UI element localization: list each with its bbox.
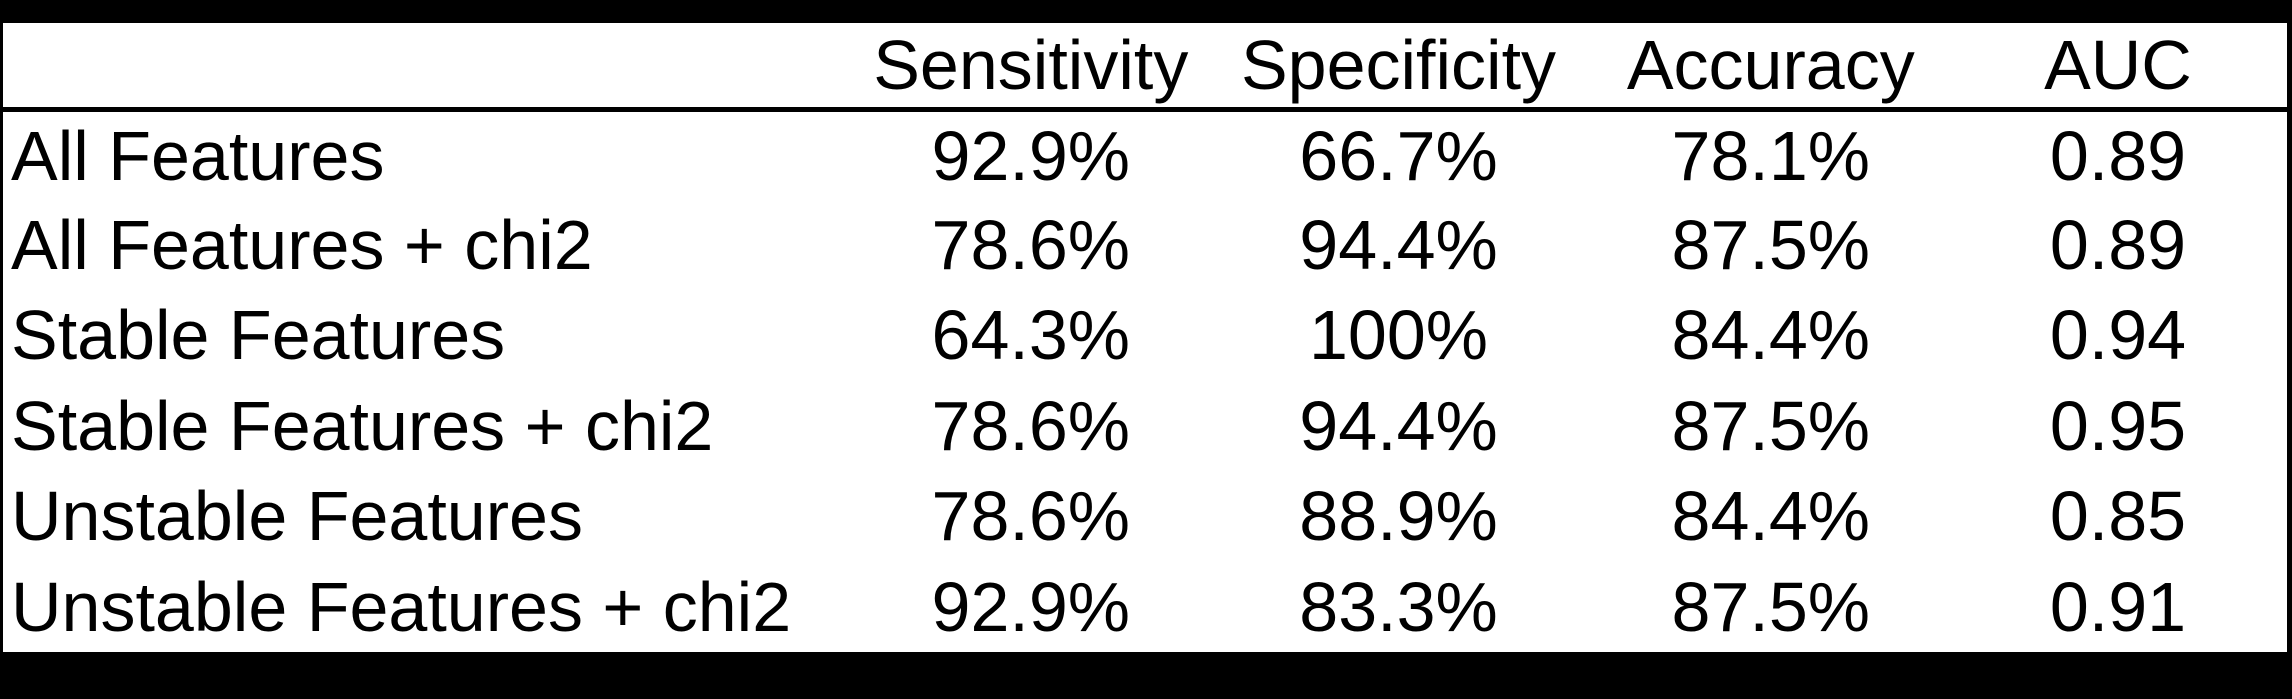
table-row: Unstable Features 78.6% 88.9% 84.4% 0.85 [3, 471, 2287, 562]
specificity-cell: 94.4% [1299, 205, 1498, 284]
auc-cell: 0.89 [2049, 116, 2187, 195]
sensitivity-cell: 78.6% [931, 205, 1131, 284]
sensitivity-cell: 92.9% [931, 116, 1131, 195]
auc-cell: 0.89 [2049, 205, 2187, 284]
table-row: Unstable Features + chi2 92.9% 83.3% 87.… [3, 562, 2287, 653]
row-label-cell: All Features + chi2 [11, 205, 593, 284]
auc-cell: 0.94 [2049, 296, 2187, 375]
specificity-cell: 66.7% [1299, 116, 1498, 195]
accuracy-cell: 87.5% [1671, 205, 1871, 284]
row-label-cell: Stable Features [11, 296, 506, 375]
specificity-cell: 83.3% [1299, 567, 1498, 646]
row-label-cell: Unstable Features + chi2 [11, 567, 792, 646]
specificity-cell: 94.4% [1299, 386, 1498, 465]
sensitivity-cell: 78.6% [931, 477, 1131, 556]
accuracy-cell: 84.4% [1671, 296, 1871, 375]
auc-cell: 0.91 [2049, 567, 2187, 646]
sensitivity-cell: 78.6% [931, 386, 1131, 465]
row-label-cell: All Features [11, 116, 385, 195]
specificity-cell: 100% [1308, 296, 1489, 375]
column-header-sensitivity: Sensitivity [857, 23, 1205, 112]
auc-cell: 0.85 [2049, 477, 2187, 556]
accuracy-cell: 87.5% [1671, 386, 1871, 465]
metrics-table: Sensitivity Specificity Accuracy AUC All… [3, 23, 2287, 652]
accuracy-cell: 78.1% [1671, 116, 1871, 195]
sensitivity-cell: 92.9% [931, 567, 1131, 646]
accuracy-cell: 87.5% [1671, 567, 1871, 646]
table-row: All Features 92.9% 66.7% 78.1% 0.89 [3, 109, 2287, 200]
column-header-accuracy: Accuracy [1592, 23, 1949, 112]
corner-cell [3, 23, 858, 112]
table-row: All Features + chi2 78.6% 94.4% 87.5% 0.… [3, 200, 2287, 291]
column-header-auc: AUC [1948, 23, 2287, 112]
table-row: Stable Features + chi2 78.6% 94.4% 87.5%… [3, 381, 2287, 472]
specificity-cell: 88.9% [1299, 477, 1498, 556]
table-row: Stable Features 64.3% 100% 84.4% 0.94 [3, 290, 2287, 381]
column-header-specificity: Specificity [1204, 23, 1593, 112]
sensitivity-cell: 64.3% [931, 296, 1131, 375]
row-label-cell: Unstable Features [11, 477, 583, 556]
accuracy-cell: 84.4% [1671, 477, 1871, 556]
header-row: Sensitivity Specificity Accuracy AUC [3, 23, 2287, 112]
row-label-cell: Stable Features + chi2 [11, 386, 714, 465]
auc-cell: 0.95 [2049, 386, 2187, 465]
